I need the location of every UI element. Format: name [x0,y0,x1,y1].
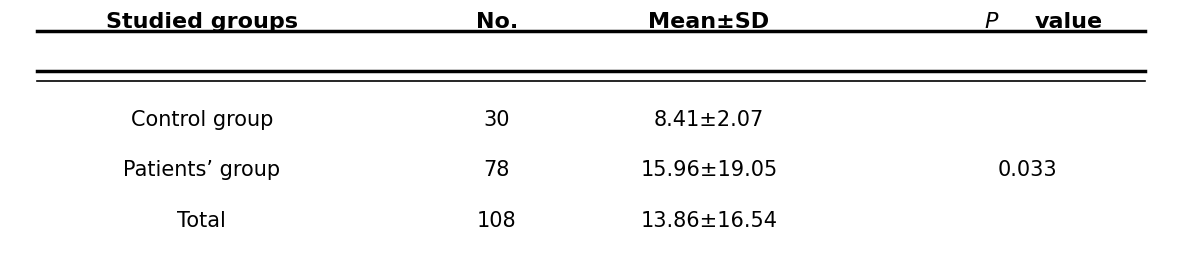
Text: 78: 78 [483,160,509,180]
Text: No.: No. [475,11,518,31]
Text: 8.41±2.07: 8.41±2.07 [654,109,764,130]
Text: Mean±SD: Mean±SD [649,11,769,31]
Text: Control group: Control group [131,109,273,130]
Text: value: value [1034,11,1103,31]
Text: Total: Total [177,210,226,230]
Text: 0.033: 0.033 [998,160,1057,180]
Text: 30: 30 [483,109,509,130]
Text: 13.86±16.54: 13.86±16.54 [641,210,778,230]
Text: 108: 108 [476,210,517,230]
Text: $\it{P}$: $\it{P}$ [985,11,1000,31]
Text: 15.96±19.05: 15.96±19.05 [641,160,778,180]
Text: Studied groups: Studied groups [106,11,298,31]
Text: Patients’ group: Patients’ group [123,160,280,180]
